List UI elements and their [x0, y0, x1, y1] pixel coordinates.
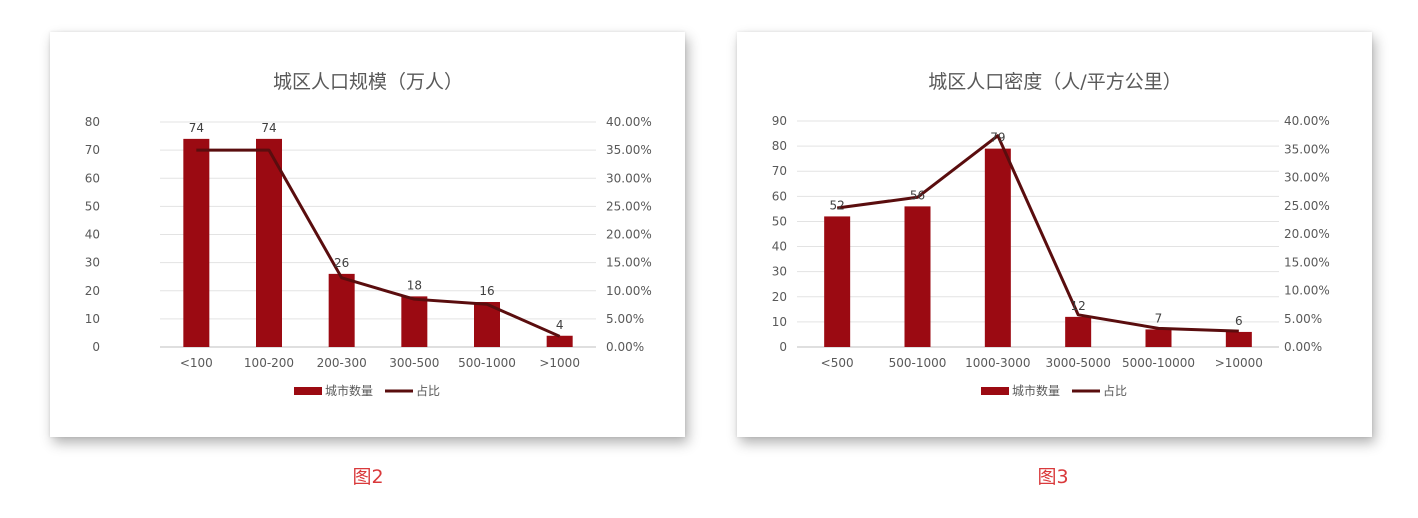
category-label: 500-1000 — [889, 356, 947, 370]
category-label: 5000-10000 — [1122, 356, 1195, 370]
legend-bar-label: 城市数量 — [1012, 383, 1060, 398]
right-axis-tick-label: 15.00% — [606, 256, 652, 270]
right-axis-tick-label: 0.00% — [1284, 340, 1322, 354]
bar-200-300 — [328, 273, 355, 347]
bar-500-1000 — [904, 206, 931, 347]
chart-title: 城区人口规模（万人） — [273, 71, 463, 93]
data-label: 4 — [556, 318, 564, 332]
right-axis-tick-label: 25.00% — [606, 199, 652, 213]
figure-caption-2: 图2 — [352, 466, 384, 488]
bar-1000 — [546, 335, 573, 347]
left-axis-tick-label: 20 — [85, 284, 100, 298]
right-axis-tick-label: 15.00% — [1284, 255, 1330, 269]
category-label: >1000 — [539, 356, 580, 370]
right-axis-tick-label: 0.00% — [606, 340, 644, 354]
category-label: 500-1000 — [458, 356, 516, 370]
right-axis-tick-label: 10.00% — [606, 284, 652, 298]
category-label: 3000-5000 — [1045, 356, 1110, 370]
share-line — [196, 148, 561, 338]
left-axis-tick-label: 0 — [92, 340, 100, 354]
data-label: 56 — [910, 188, 925, 202]
data-label: 6 — [1235, 314, 1243, 328]
legend-line-label: 占比 — [416, 383, 440, 398]
right-axis-tick-label: 10.00% — [1284, 284, 1330, 298]
chart-title: 城区人口密度（人/平方公里） — [928, 71, 1181, 93]
category-label: >10000 — [1215, 356, 1263, 370]
right-axis-tick-label: 25.00% — [1284, 199, 1330, 213]
left-axis-tick-label: 50 — [772, 214, 787, 228]
category-label: 1000-3000 — [965, 356, 1030, 370]
left-axis-tick-label: 40 — [85, 228, 100, 242]
data-label: 16 — [479, 284, 494, 298]
left-axis-tick-label: 60 — [772, 189, 787, 203]
figure-caption-3: 图3 — [1037, 466, 1069, 488]
chart-card-population-size: 城区人口规模（万人） 0 10 20 30 40 50 60 70 80 0.00% 5.00% 10.… — [50, 32, 685, 437]
left-axis-tick-label: 80 — [85, 115, 100, 129]
category-label: 100-200 — [244, 356, 294, 370]
left-axis-tick-label: 70 — [772, 164, 787, 178]
legend-bar-label: 城市数量 — [325, 383, 373, 398]
left-axis-tick-label: 30 — [772, 265, 787, 279]
right-axis-tick-label: 40.00% — [606, 115, 652, 129]
legend-bar-swatch — [294, 387, 322, 395]
right-axis-tick-label: 20.00% — [1284, 227, 1330, 241]
left-axis-tick-label: 10 — [772, 315, 787, 329]
data-label: 7 — [1155, 311, 1163, 325]
data-label: 74 — [189, 121, 204, 135]
right-axis-tick-label: 20.00% — [606, 228, 652, 242]
chart-population-size: 城区人口规模（万人） 0 10 20 30 40 50 60 70 80 0.00% 5.00% 10.… — [85, 71, 652, 398]
category-label: 300-500 — [389, 356, 439, 370]
chart-population-density: 城区人口密度（人/平方公里） 0 10 20 30 40 50 60 70 80 90 0.00% 5.… — [772, 71, 1330, 398]
left-axis-tick-label: 20 — [772, 290, 787, 304]
share-line — [836, 134, 1239, 333]
bar-10000 — [1225, 331, 1252, 347]
right-axis-tick-label: 5.00% — [606, 312, 644, 326]
legend-line-label: 占比 — [1103, 383, 1127, 398]
category-label: 200-300 — [317, 356, 367, 370]
right-axis-tick-label: 35.00% — [1284, 142, 1330, 156]
left-axis-tick-label: 90 — [772, 114, 787, 128]
right-axis-tick-label: 30.00% — [606, 171, 652, 185]
bar-100-200 — [256, 138, 282, 347]
data-label: 52 — [830, 198, 845, 212]
left-axis-tick-label: 40 — [772, 240, 787, 254]
left-axis-tick-label: 80 — [772, 139, 787, 153]
left-axis-tick-label: 70 — [85, 143, 100, 157]
bar-1000-3000 — [984, 148, 1011, 347]
right-axis-tick-label: 30.00% — [1284, 171, 1330, 185]
bar-5000-10000 — [1145, 329, 1172, 347]
left-axis-tick-label: 50 — [85, 199, 100, 213]
bar-300-500 — [401, 296, 428, 347]
data-label: 79 — [990, 131, 1005, 145]
right-axis-tick-label: 5.00% — [1284, 312, 1322, 326]
bar-100 — [183, 138, 210, 347]
legend-bar-swatch — [981, 387, 1009, 395]
bar-500 — [824, 216, 851, 347]
bar-3000-5000 — [1065, 316, 1092, 347]
category-label: <500 — [821, 356, 854, 370]
data-label: 26 — [334, 256, 349, 270]
chart-card-population-density: 城区人口密度（人/平方公里） 0 10 20 30 40 50 60 70 80 90 0.00% 5.… — [737, 32, 1372, 437]
category-label: <100 — [180, 356, 213, 370]
left-axis-tick-label: 60 — [85, 171, 100, 185]
data-label: 12 — [1071, 299, 1086, 313]
data-label: 74 — [261, 121, 276, 135]
right-axis-tick-label: 35.00% — [606, 143, 652, 157]
right-axis-tick-label: 40.00% — [1284, 114, 1330, 128]
left-axis-tick-label: 30 — [85, 256, 100, 270]
data-label: 18 — [407, 278, 422, 292]
left-axis-tick-label: 10 — [85, 312, 100, 326]
left-axis-tick-label: 0 — [779, 340, 787, 354]
